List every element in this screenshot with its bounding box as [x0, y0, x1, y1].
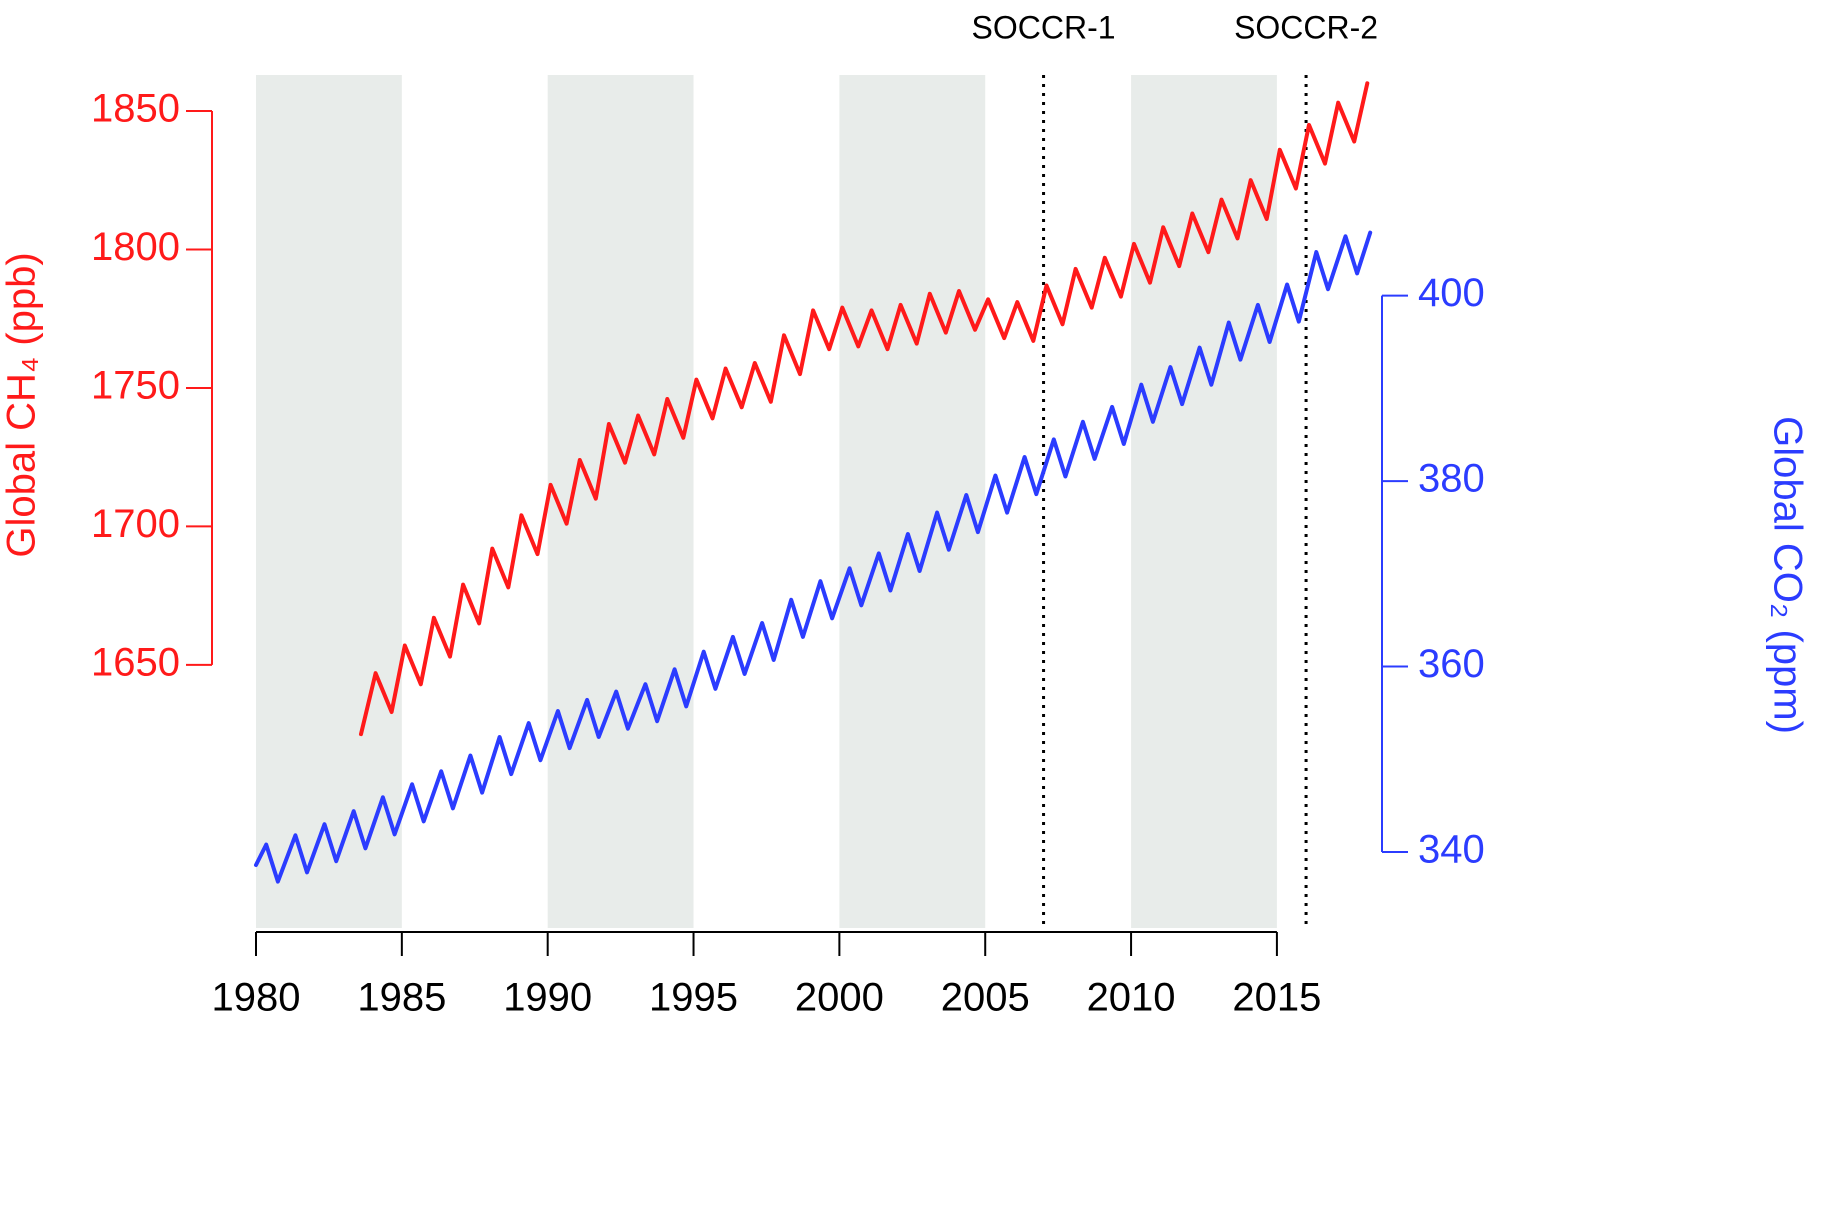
annotation-label: SOCCR-1 [972, 9, 1116, 45]
x-tick-label: 1985 [357, 976, 446, 1020]
y2-axis-label: Global CO₂ (ppm) [1765, 416, 1809, 734]
shaded-span [1131, 75, 1277, 928]
y2-tick-label: 340 [1418, 828, 1485, 872]
y-tick-label: 1850 [91, 87, 180, 131]
y-tick-label: 1800 [91, 225, 180, 269]
shaded-span [256, 75, 402, 928]
y2-tick-label: 400 [1418, 271, 1485, 315]
y2-tick-label: 360 [1418, 642, 1485, 686]
y-tick-label: 1700 [91, 502, 180, 546]
y2-tick-label: 380 [1418, 457, 1485, 501]
x-tick-label: 2015 [1232, 976, 1321, 1020]
data-line [359, 81, 1370, 737]
x-tick-label: 1995 [649, 976, 738, 1020]
x-tick-label: 2010 [1087, 976, 1176, 1020]
x-tick-label: 1980 [212, 976, 301, 1020]
x-tick-label: 2005 [941, 976, 1030, 1020]
annotation-label: SOCCR-2 [1234, 9, 1378, 45]
x-tick-label: 2000 [795, 976, 884, 1020]
y-axis-label: Global CH₄ (ppb) [0, 252, 44, 557]
data-line [254, 230, 1373, 884]
x-tick-label: 1990 [503, 976, 592, 1020]
y-tick-label: 1650 [91, 640, 180, 684]
shaded-span [839, 75, 986, 928]
y-tick-label: 1750 [91, 364, 180, 408]
